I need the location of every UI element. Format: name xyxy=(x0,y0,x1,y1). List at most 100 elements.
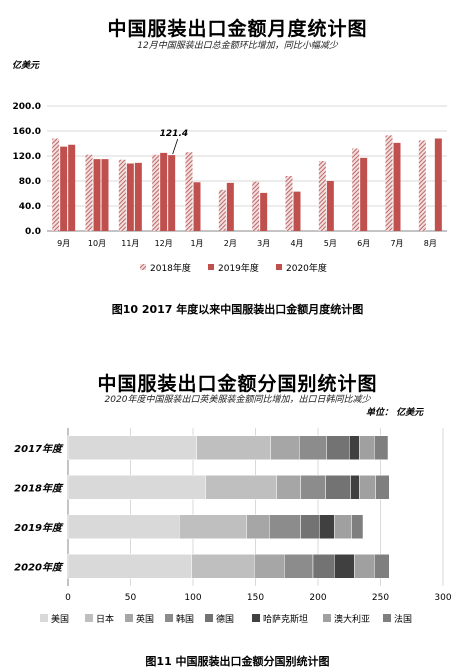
chart1-legend-swatch xyxy=(140,264,146,270)
chart2-ytick-label: 2019年度 xyxy=(14,522,64,534)
chart1-unit: 亿美元 xyxy=(12,61,40,71)
chart2-caption: 图11 中国服装出口金额分国别统计图 xyxy=(145,655,330,668)
chart1-xtick-label: 4月 xyxy=(290,239,303,248)
chart2-title: 中国服装出口金额分国别统计图 xyxy=(97,373,378,395)
chart1-bar-2019年度 xyxy=(226,182,234,231)
chart2-bar-德国 xyxy=(326,435,350,460)
chart2-legend-label: 澳大利亚 xyxy=(334,613,370,625)
chart1-xtick-label: 10月 xyxy=(88,239,106,248)
chart2-legend-label: 德国 xyxy=(216,613,234,625)
chart1-legend-swatch xyxy=(276,264,282,270)
chart1-xtick-label: 5月 xyxy=(324,239,337,248)
chart1-bar-2019年度 xyxy=(60,146,68,231)
chart2-legend-swatch xyxy=(40,614,48,622)
chart2-legend-label: 韩国 xyxy=(176,613,194,625)
chart1-legend-swatch xyxy=(208,264,214,270)
chart2-bar-法国 xyxy=(374,554,390,579)
chart2-bar-韩国 xyxy=(300,475,326,500)
chart2-bar-哈萨克斯坦 xyxy=(334,554,355,579)
chart2-bar-德国 xyxy=(312,554,335,579)
chart2-xtick-label: 100 xyxy=(184,593,201,603)
chart2-bar-澳大利亚 xyxy=(359,475,376,500)
chart2-ytick-label: 2017年度 xyxy=(14,443,64,455)
chart2-country-stacked-bar-chart: 0 50 100 150 200 250 300 2017年度 2018年度 2019年度 2020… xyxy=(14,428,452,625)
chart2-bar-美国 xyxy=(67,554,192,579)
chart1-xtick-label: 9月 xyxy=(57,239,70,248)
chart2-xtick-label: 300 xyxy=(434,593,451,603)
chart2-bar-韩国 xyxy=(284,554,314,579)
chart1-bar-2018年度 xyxy=(318,161,326,231)
chart1-bar-2020年度 xyxy=(101,159,109,231)
chart1-bar-2020年度 xyxy=(68,144,76,231)
chart2-legend-swatch xyxy=(323,614,331,622)
chart1-bar-2018年度 xyxy=(285,176,293,231)
chart2-unit: 单位： 亿美元 xyxy=(366,408,424,418)
chart2-bar-日本 xyxy=(196,435,271,460)
chart1-caption: 图10 2017 年度以来中国服装出口金额月度统计图 xyxy=(111,303,364,316)
chart1-xtick-label: 8月 xyxy=(424,239,437,248)
chart2-legend-swatch xyxy=(252,614,260,622)
chart1-xtick-label: 6月 xyxy=(357,239,370,248)
chart2-bar-英国 xyxy=(254,554,285,579)
chart2-bar-澳大利亚 xyxy=(354,554,375,579)
chart1-annotation-label: 121.4 xyxy=(160,129,188,139)
chart2-xtick-label: 0 xyxy=(65,593,71,603)
chart1-bar-2019年度 xyxy=(360,157,368,231)
chart1-legend-label: 2019年度 xyxy=(218,262,259,274)
chart2-ytick-label: 2018年度 xyxy=(14,482,64,494)
chart2-bar-日本 xyxy=(191,554,255,579)
chart1-bar-2019年度 xyxy=(293,191,301,231)
chart1-bar-2019年度 xyxy=(260,192,268,231)
chart1-bar-2018年度 xyxy=(218,189,226,231)
chart1-bar-2018年度 xyxy=(385,135,393,231)
chart2-bar-澳大利亚 xyxy=(334,514,352,539)
chart1-ytick-label: 40.0 xyxy=(19,202,41,212)
chart2-xtick-label: 150 xyxy=(247,593,264,603)
chart2-bar-韩国 xyxy=(299,435,327,460)
chart2-bar-美国 xyxy=(67,435,197,460)
chart2-subtitle: 2020年度中国服装出口英美服装金额同比增加，出口日韩同比减少 xyxy=(104,395,371,405)
chart2-legend-label: 哈萨克斯坦 xyxy=(263,613,308,625)
chart2-legend-label: 美国 xyxy=(51,613,69,625)
chart2-legend-label: 法国 xyxy=(394,613,412,625)
chart1-legend-label: 2018年度 xyxy=(150,262,191,274)
chart1-bar-2019年度 xyxy=(160,152,168,231)
chart1-ytick-label: 120.0 xyxy=(13,152,41,162)
chart1-bar-2020年度 xyxy=(134,162,142,231)
chart1-bar-2018年度 xyxy=(418,140,426,231)
chart1-bar-2020年度 xyxy=(168,155,176,231)
chart1-xtick-label: 11月 xyxy=(121,239,139,248)
chart2-bar-日本 xyxy=(179,514,247,539)
chart1-bar-2018年度 xyxy=(152,154,160,231)
chart2-legend-label: 英国 xyxy=(136,613,154,625)
chart2-legend-swatch xyxy=(205,614,213,622)
chart2-bar-美国 xyxy=(67,475,206,500)
chart2-bar-法国 xyxy=(375,475,390,500)
chart1-bar-2018年度 xyxy=(352,148,360,231)
chart1-annotation-leader xyxy=(172,138,179,155)
chart1-bar-2019年度 xyxy=(193,182,201,231)
chart2-legend-swatch xyxy=(85,614,93,622)
chart1-monthly-bar-chart: 0.0 40.0 80.0 120.0 160.0 200.0 9月 10月 11月 12月 1月 2… xyxy=(13,102,447,274)
chart2-bar-哈萨克斯坦 xyxy=(349,435,360,460)
chart2-bar-德国 xyxy=(300,514,320,539)
chart2-ytick-label: 2020年度 xyxy=(14,561,64,573)
chart1-bar-2019年度 xyxy=(93,159,101,231)
chart2-bar-澳大利亚 xyxy=(359,435,375,460)
chart2-xtick-label: 50 xyxy=(125,593,137,603)
chart2-legend-swatch xyxy=(383,614,391,622)
chart2-xtick-label: 200 xyxy=(309,593,326,603)
chart1-bar-2019年度 xyxy=(326,181,334,231)
chart2-bar-日本 xyxy=(205,475,277,500)
chart1-legend-label: 2020年度 xyxy=(286,262,327,274)
chart1-ytick-label: 0.0 xyxy=(25,227,41,237)
chart2-legend-swatch xyxy=(165,614,173,622)
chart2-legend-label: 日本 xyxy=(96,613,114,625)
chart1-bar-2019年度 xyxy=(393,142,401,231)
chart1-xtick-label: 2月 xyxy=(224,239,237,248)
chart1-bar-2018年度 xyxy=(185,152,193,231)
chart1-bar-2018年度 xyxy=(118,159,126,231)
chart1-ytick-label: 80.0 xyxy=(19,177,41,187)
chart2-bar-法国 xyxy=(374,435,389,460)
chart1-subtitle: 12月中国服装出口总金额环比增加，同比小幅减少 xyxy=(137,41,338,51)
